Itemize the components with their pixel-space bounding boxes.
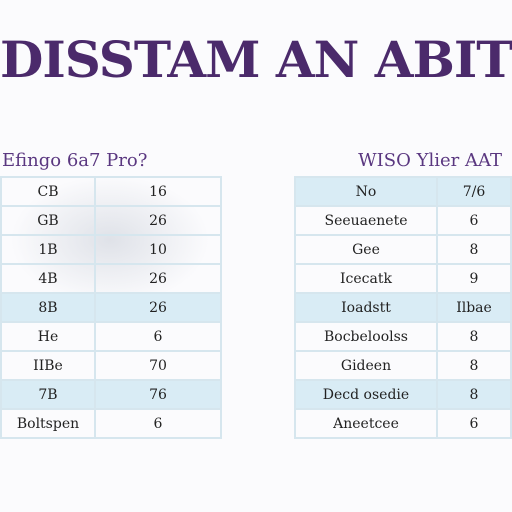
row-value: 70 — [94, 350, 222, 381]
row-value: 6 — [94, 408, 222, 439]
table-row: Icecatk 9 — [294, 263, 512, 294]
table-row: Gee 8 — [294, 234, 512, 265]
table-row: IIBe 70 — [0, 350, 222, 381]
row-value: 6 — [436, 408, 512, 439]
right-table-panel: WISO Ylier AAT No 7/6 Seeuaenete 6 Gee 8 Iceca… — [294, 150, 512, 439]
row-label: No — [294, 176, 438, 207]
row-label: 1B — [0, 234, 96, 265]
table-row: Ioadstt Ilbae — [294, 292, 512, 323]
row-label: Decd osedie — [294, 379, 438, 410]
table-row: GB 26 — [0, 205, 222, 236]
row-label: Icecatk — [294, 263, 438, 294]
row-label: Ioadstt — [294, 292, 438, 323]
row-value: 6 — [94, 321, 222, 352]
table-row: He 6 — [0, 321, 222, 352]
row-label: 8B — [0, 292, 96, 323]
table-row: Aneetcee 6 — [294, 408, 512, 439]
row-value: 16 — [94, 176, 222, 207]
row-value: 26 — [94, 292, 222, 323]
row-value: 9 — [436, 263, 512, 294]
row-value: 6 — [436, 205, 512, 236]
table-row: Boltspen 6 — [0, 408, 222, 439]
row-value: 76 — [94, 379, 222, 410]
table-row: CB 16 — [0, 176, 222, 207]
page-title: DISSTAM AN ABITER C — [0, 30, 512, 89]
table-row: 4B 26 — [0, 263, 222, 294]
row-label: CB — [0, 176, 96, 207]
row-value: Ilbae — [436, 292, 512, 323]
row-value: 7/6 — [436, 176, 512, 207]
table-row: 1B 10 — [0, 234, 222, 265]
table-row: 7B 76 — [0, 379, 222, 410]
table-row: Gideen 8 — [294, 350, 512, 381]
table-row: Decd osedie 8 — [294, 379, 512, 410]
right-table: No 7/6 Seeuaenete 6 Gee 8 Icecatk 9 Ioadstt Ilbae… — [294, 176, 512, 439]
table-row: Bocbeloolss 8 — [294, 321, 512, 352]
row-value: 8 — [436, 350, 512, 381]
left-table-panel: Efingo 6a7 Pro? CB 16 GB 26 1B 10 4B 26 8B 26 He 6 I… — [0, 150, 222, 439]
row-label: IIBe — [0, 350, 96, 381]
row-value: 8 — [436, 321, 512, 352]
row-value: 26 — [94, 205, 222, 236]
row-label: Seeuaenete — [294, 205, 438, 236]
row-label: Gideen — [294, 350, 438, 381]
row-value: 26 — [94, 263, 222, 294]
table-row: Seeuaenete 6 — [294, 205, 512, 236]
row-label: Gee — [294, 234, 438, 265]
row-label: 7B — [0, 379, 96, 410]
row-label: Boltspen — [0, 408, 96, 439]
row-label: GB — [0, 205, 96, 236]
left-table-heading: Efingo 6a7 Pro? — [2, 150, 148, 171]
left-table: CB 16 GB 26 1B 10 4B 26 8B 26 He 6 IIBe 70 7B 76 Boltspe… — [0, 176, 222, 439]
table-row: No 7/6 — [294, 176, 512, 207]
row-label: He — [0, 321, 96, 352]
row-label: Bocbeloolss — [294, 321, 438, 352]
row-value: 8 — [436, 379, 512, 410]
row-label: 4B — [0, 263, 96, 294]
right-table-heading: WISO Ylier AAT — [358, 150, 502, 171]
row-label: Aneetcee — [294, 408, 438, 439]
row-value: 8 — [436, 234, 512, 265]
table-row: 8B 26 — [0, 292, 222, 323]
row-value: 10 — [94, 234, 222, 265]
